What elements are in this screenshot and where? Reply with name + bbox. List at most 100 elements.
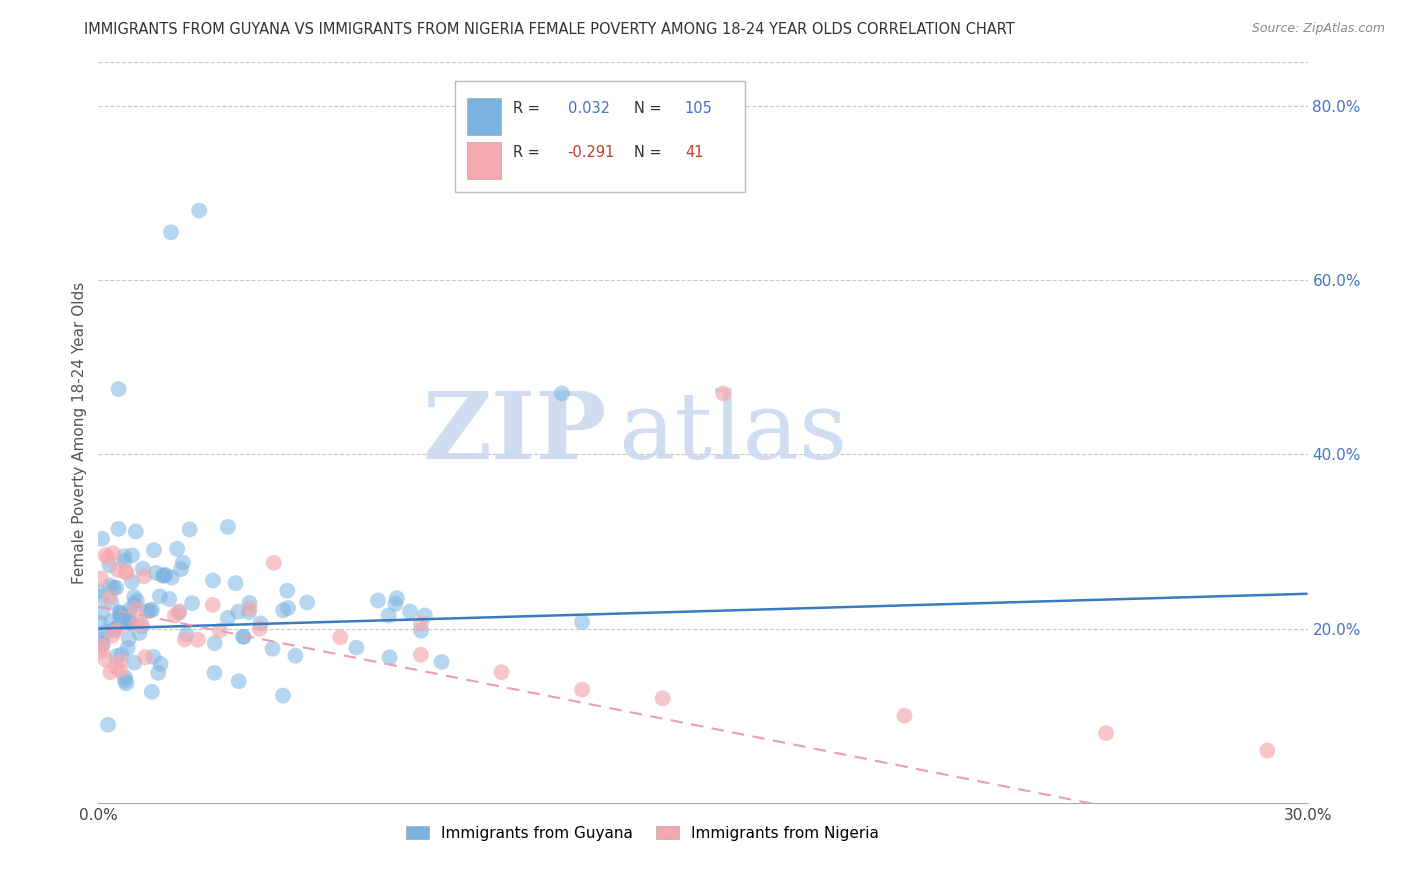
Point (271, 603, 294, 617)
Point (141, 603, 163, 617)
Point (128, 626, 150, 640)
Point (571, 615, 593, 629)
Point (131, 618, 153, 632)
Point (103, 581, 125, 595)
Point (98, 558, 121, 573)
Point (148, 665, 170, 680)
Point (711, 386, 734, 401)
Point (367, 593, 389, 607)
Point (399, 605, 422, 619)
Point (110, 607, 132, 622)
Point (152, 568, 174, 582)
Point (97, 718, 120, 732)
Point (103, 623, 125, 637)
Point (118, 602, 141, 616)
Point (430, 655, 453, 669)
Text: -0.291: -0.291 (568, 145, 614, 161)
Point (125, 602, 148, 616)
Text: IMMIGRANTS FROM GUYANA VS IMMIGRANTS FROM NIGERIA FEMALE POVERTY AMONG 18-24 YEA: IMMIGRANTS FROM GUYANA VS IMMIGRANTS FRO… (84, 22, 1015, 37)
Text: R =: R = (513, 145, 544, 161)
Point (385, 591, 408, 606)
Point (87, 584, 110, 599)
Point (204, 636, 226, 650)
Point (551, 386, 574, 401)
Point (125, 524, 148, 539)
Point (132, 561, 155, 575)
Point (97, 550, 120, 565)
Point (122, 590, 145, 604)
Point (1256, 743, 1278, 757)
Point (157, 592, 180, 607)
Point (208, 624, 231, 638)
Point (409, 624, 432, 638)
Point (98, 590, 121, 604)
Text: N =: N = (634, 101, 666, 116)
Point (276, 583, 298, 598)
Text: Source: ZipAtlas.com: Source: ZipAtlas.com (1251, 22, 1385, 36)
Point (141, 685, 163, 699)
Point (163, 608, 186, 623)
Point (152, 569, 174, 583)
Text: R =: R = (513, 101, 544, 116)
Point (132, 569, 155, 583)
Point (94, 653, 117, 667)
Point (201, 574, 224, 588)
Point (125, 593, 148, 607)
Point (232, 630, 254, 644)
Point (112, 549, 135, 564)
Point (101, 546, 124, 560)
Point (226, 605, 249, 619)
Point (107, 522, 129, 536)
Point (217, 611, 239, 625)
Point (225, 576, 247, 591)
Point (100, 615, 122, 629)
Point (115, 676, 138, 690)
Point (90, 572, 112, 586)
Point (107, 563, 129, 577)
Point (117, 614, 139, 628)
Point (114, 673, 136, 688)
Point (124, 597, 146, 611)
Point (110, 654, 132, 668)
Point (166, 541, 188, 556)
Point (107, 382, 129, 396)
Point (238, 601, 260, 615)
Point (91, 605, 114, 619)
Point (104, 660, 127, 674)
Point (105, 649, 128, 664)
Point (94, 625, 117, 640)
Point (893, 708, 915, 723)
Point (172, 556, 194, 570)
Point (188, 203, 211, 218)
Point (204, 665, 226, 680)
Text: N =: N = (634, 145, 666, 161)
Point (160, 570, 183, 584)
Point (114, 671, 136, 685)
Point (262, 641, 284, 656)
Point (121, 549, 143, 563)
Point (149, 590, 172, 604)
Point (90, 644, 112, 658)
Point (139, 603, 162, 617)
Point (217, 520, 239, 534)
Point (329, 630, 352, 644)
Point (249, 622, 271, 636)
Point (238, 605, 260, 619)
Text: atlas: atlas (619, 388, 848, 477)
Point (413, 608, 436, 623)
Point (90, 632, 112, 646)
Point (1095, 726, 1118, 740)
Point (98, 578, 121, 592)
Text: ZIP: ZIP (422, 388, 606, 477)
Point (344, 640, 367, 655)
Point (110, 606, 132, 620)
Text: 105: 105 (685, 101, 713, 116)
Point (110, 664, 132, 678)
Point (118, 632, 141, 646)
Point (120, 616, 142, 631)
Point (91, 637, 114, 651)
Point (271, 689, 294, 703)
Point (110, 611, 132, 625)
Point (90, 590, 112, 604)
FancyBboxPatch shape (467, 143, 501, 179)
